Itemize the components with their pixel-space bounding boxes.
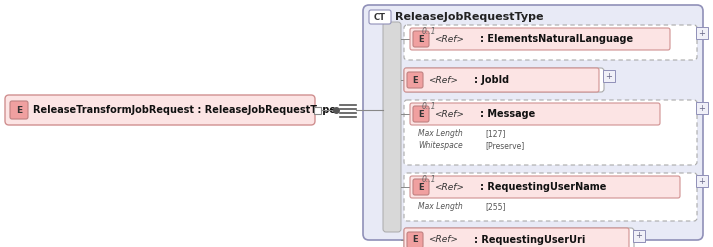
Text: +: + [699, 177, 705, 185]
Text: 0..1: 0..1 [422, 102, 436, 111]
Text: +: + [635, 231, 642, 241]
FancyBboxPatch shape [383, 22, 401, 232]
Text: <Ref>: <Ref> [428, 235, 458, 245]
Text: 0..1: 0..1 [422, 27, 436, 36]
Text: : RequestingUserUri: : RequestingUserUri [474, 235, 585, 245]
Text: ReleaseTransformJobRequest : ReleaseJobRequestType: ReleaseTransformJobRequest : ReleaseJobR… [33, 105, 336, 115]
FancyBboxPatch shape [404, 228, 629, 247]
Text: <Ref>: <Ref> [434, 109, 464, 119]
FancyBboxPatch shape [407, 232, 423, 247]
FancyBboxPatch shape [404, 228, 634, 247]
FancyBboxPatch shape [404, 100, 697, 165]
FancyBboxPatch shape [404, 173, 697, 221]
Text: ReleaseJobRequestType: ReleaseJobRequestType [395, 12, 543, 22]
FancyBboxPatch shape [410, 28, 670, 50]
Text: E: E [419, 35, 424, 43]
FancyBboxPatch shape [363, 5, 703, 240]
Bar [633, 230, 645, 242]
Text: E: E [419, 183, 424, 191]
Text: E: E [16, 105, 22, 115]
FancyBboxPatch shape [404, 68, 599, 92]
Text: <Ref>: <Ref> [434, 183, 464, 191]
Text: : ElementsNaturalLanguage: : ElementsNaturalLanguage [480, 34, 633, 44]
FancyBboxPatch shape [413, 31, 429, 47]
Bar [314, 106, 321, 114]
FancyBboxPatch shape [404, 25, 697, 60]
Text: Max Length: Max Length [418, 129, 463, 138]
Text: Max Length: Max Length [418, 202, 463, 211]
Text: Whitespace: Whitespace [418, 141, 463, 150]
Text: +: + [605, 71, 612, 81]
FancyBboxPatch shape [410, 103, 660, 125]
Bar [603, 70, 615, 82]
Text: +: + [699, 28, 705, 38]
Text: 0..1: 0..1 [422, 175, 436, 184]
FancyBboxPatch shape [410, 176, 680, 198]
Text: [255]: [255] [485, 202, 506, 211]
FancyBboxPatch shape [5, 95, 315, 125]
Text: +: + [699, 103, 705, 112]
Text: : RequestingUserName: : RequestingUserName [480, 182, 606, 192]
Text: <Ref>: <Ref> [434, 35, 464, 43]
Text: : JobId: : JobId [474, 75, 509, 85]
Bar [696, 102, 708, 114]
Text: E: E [412, 76, 418, 84]
Text: CT: CT [374, 13, 386, 21]
Text: E: E [419, 109, 424, 119]
FancyBboxPatch shape [10, 101, 28, 119]
FancyBboxPatch shape [369, 10, 391, 24]
Text: : Message: : Message [480, 109, 535, 119]
Text: [127]: [127] [485, 129, 506, 138]
Text: [Preserve]: [Preserve] [485, 141, 524, 150]
FancyBboxPatch shape [404, 68, 604, 92]
Text: E: E [412, 235, 418, 245]
Text: <Ref>: <Ref> [428, 76, 458, 84]
FancyBboxPatch shape [413, 106, 429, 122]
FancyBboxPatch shape [407, 72, 423, 88]
Bar [696, 27, 708, 39]
Bar [696, 175, 708, 187]
FancyBboxPatch shape [413, 179, 429, 195]
